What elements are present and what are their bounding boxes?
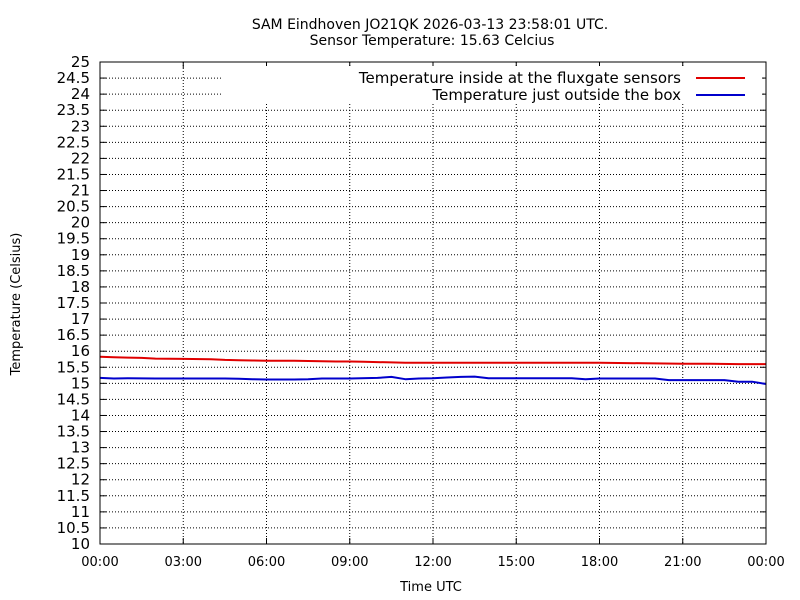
x-axis-label: Time UTC [399,580,462,595]
x-tick-label: 06:00 [248,555,285,570]
y-tick-label: 19 [71,246,90,264]
y-tick-label: 13.5 [57,423,90,441]
legend-box [222,66,762,104]
y-tick-labels: 1010.51111.51212.51313.51414.51515.51616… [57,53,90,553]
y-tick-label: 22 [71,149,90,167]
y-tick-label: 15 [71,374,90,392]
legend-background [222,66,762,104]
x-tick-label: 21:00 [664,555,701,570]
grid-layer [99,61,767,545]
y-tick-label: 16.5 [57,326,90,344]
y-tick-label: 14 [71,406,90,424]
y-tick-label: 18.5 [57,262,90,280]
y-tick-label: 21 [71,182,90,200]
y-tick-label: 14.5 [57,390,90,408]
y-tick-label: 20 [71,214,90,232]
legend-label: Temperature inside at the fluxgate senso… [358,69,681,87]
y-tick-label: 15.5 [57,358,90,376]
x-tick-label: 00:00 [81,555,118,570]
series-line-0 [99,355,766,366]
y-tick-label: 24.5 [57,69,90,87]
y-tick-label: 18 [71,278,90,296]
x-tick-label: 03:00 [165,555,202,570]
x-tick-label: 12:00 [414,555,451,570]
y-tick-label: 20.5 [57,198,90,216]
y-tick-label: 23 [71,117,90,135]
series-line-1 [99,375,767,385]
y-tick-label: 17 [71,310,90,328]
chart-title: SAM Eindhoven JO21QK 2026-03-13 23:58:01… [252,17,608,33]
chart-subtitle: Sensor Temperature: 15.63 Celcius [310,33,555,49]
x-tick-labels: 00:00 03:00 06:00 09:00 12:00 15:00 18:00 21:00… [81,555,784,570]
x-tick-label: 15:00 [498,555,535,570]
y-tick-label: 12.5 [57,455,90,473]
y-tick-label: 25 [71,53,90,71]
x-tick-label: 00:00 [747,555,784,570]
y-tick-label: 13 [71,439,90,457]
y-tick-label: 19.5 [57,230,90,248]
plot-frame [99,61,767,545]
series-layer [99,355,767,385]
x-tick-label: 09:00 [331,555,368,570]
y-tick-label: 11.5 [57,487,90,505]
y-tick-label: 10.5 [57,519,90,537]
y-tick-label: 10 [71,535,90,553]
y-tick-label: 21.5 [57,165,90,183]
y-tick-label: 17.5 [57,294,90,312]
x-tick-label: 18:00 [581,555,618,570]
plot-border [99,61,767,545]
legend: Temperature inside at the fluxgate senso… [358,69,745,104]
legend-label: Temperature just outside the box [432,86,682,104]
y-tick-label: 11 [71,503,90,521]
y-tick-label: 23.5 [57,101,90,119]
y-tick-label: 22.5 [57,133,90,151]
y-tick-label: 12 [71,471,90,489]
y-tick-label: 16 [71,342,90,360]
y-axis-label: Temperature (Celsius) [9,233,24,377]
y-tick-label: 24 [71,85,90,103]
